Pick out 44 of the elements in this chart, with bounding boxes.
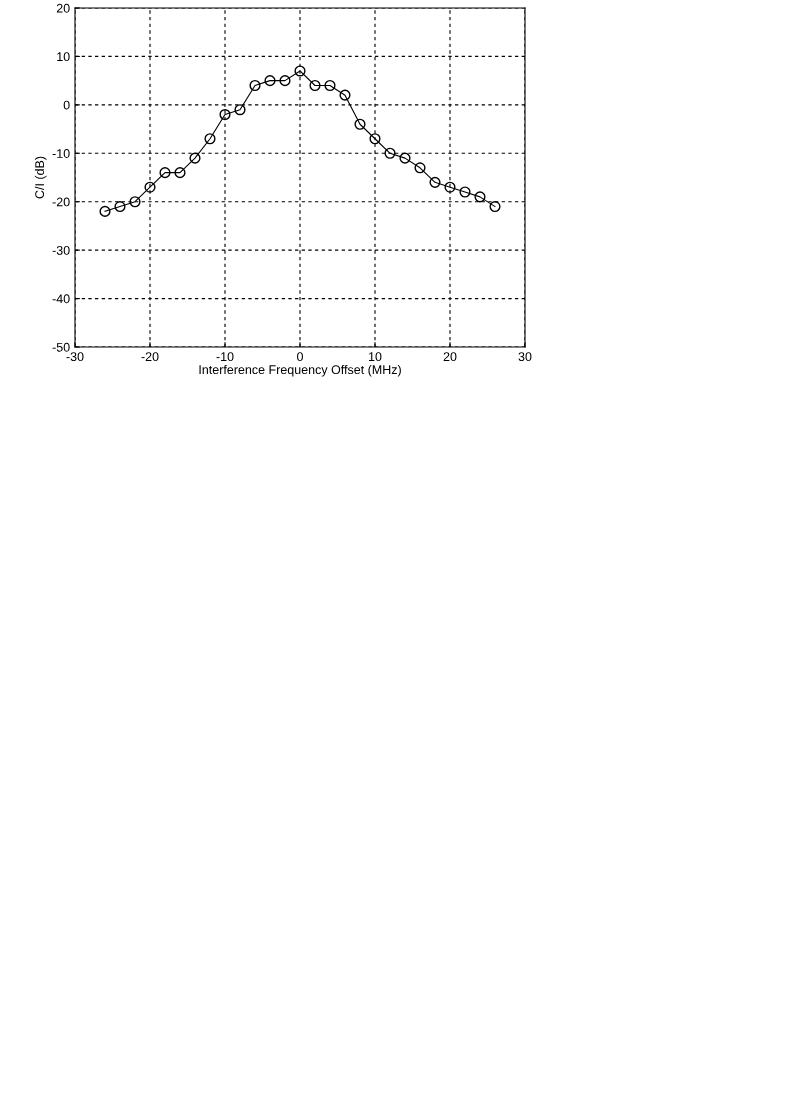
- point: [159, 167, 171, 179]
- point: [414, 162, 426, 174]
- point: [444, 181, 456, 193]
- point: [474, 191, 486, 203]
- y-tick-label: -10: [52, 149, 70, 158]
- point: [264, 75, 276, 87]
- point: [294, 65, 306, 77]
- point: [189, 152, 201, 164]
- x-tick-label: -10: [216, 352, 234, 362]
- y-axis-title: C/I (dB): [34, 156, 47, 199]
- point: [129, 196, 141, 208]
- point: [384, 147, 396, 159]
- x-tick-label: -30: [66, 352, 84, 362]
- y-tick-label: 10: [57, 52, 70, 62]
- y-tick-label: -30: [52, 245, 70, 255]
- point: [489, 201, 501, 213]
- point: [99, 205, 111, 217]
- y-tick-label: -20: [52, 197, 70, 207]
- x-axis-title: Interference Frequency Offset (MHz): [199, 364, 401, 377]
- point: [459, 186, 471, 198]
- x-tick-label: 10: [369, 352, 382, 362]
- y-tick-label: -50: [52, 342, 70, 352]
- y-tick-label: 0: [63, 100, 70, 110]
- y-tick-label: -40: [52, 294, 70, 304]
- point: [309, 79, 321, 92]
- point: [279, 75, 291, 87]
- point: [399, 152, 411, 164]
- point: [249, 79, 261, 92]
- x-tick-label: 20: [443, 352, 457, 362]
- point: [324, 79, 336, 92]
- point: [354, 118, 366, 130]
- point: [144, 181, 156, 193]
- point: [204, 133, 216, 145]
- point: [114, 201, 126, 213]
- point: [234, 104, 246, 116]
- point: [174, 167, 186, 179]
- point: [429, 176, 441, 188]
- point: [369, 133, 381, 145]
- x-tick-label: 30: [518, 352, 532, 362]
- x-tick-label: -20: [141, 352, 159, 362]
- point: [339, 89, 351, 101]
- point: [219, 108, 231, 121]
- y-tick-label: 20: [56, 3, 70, 13]
- x-tick-label: 0: [297, 352, 303, 362]
